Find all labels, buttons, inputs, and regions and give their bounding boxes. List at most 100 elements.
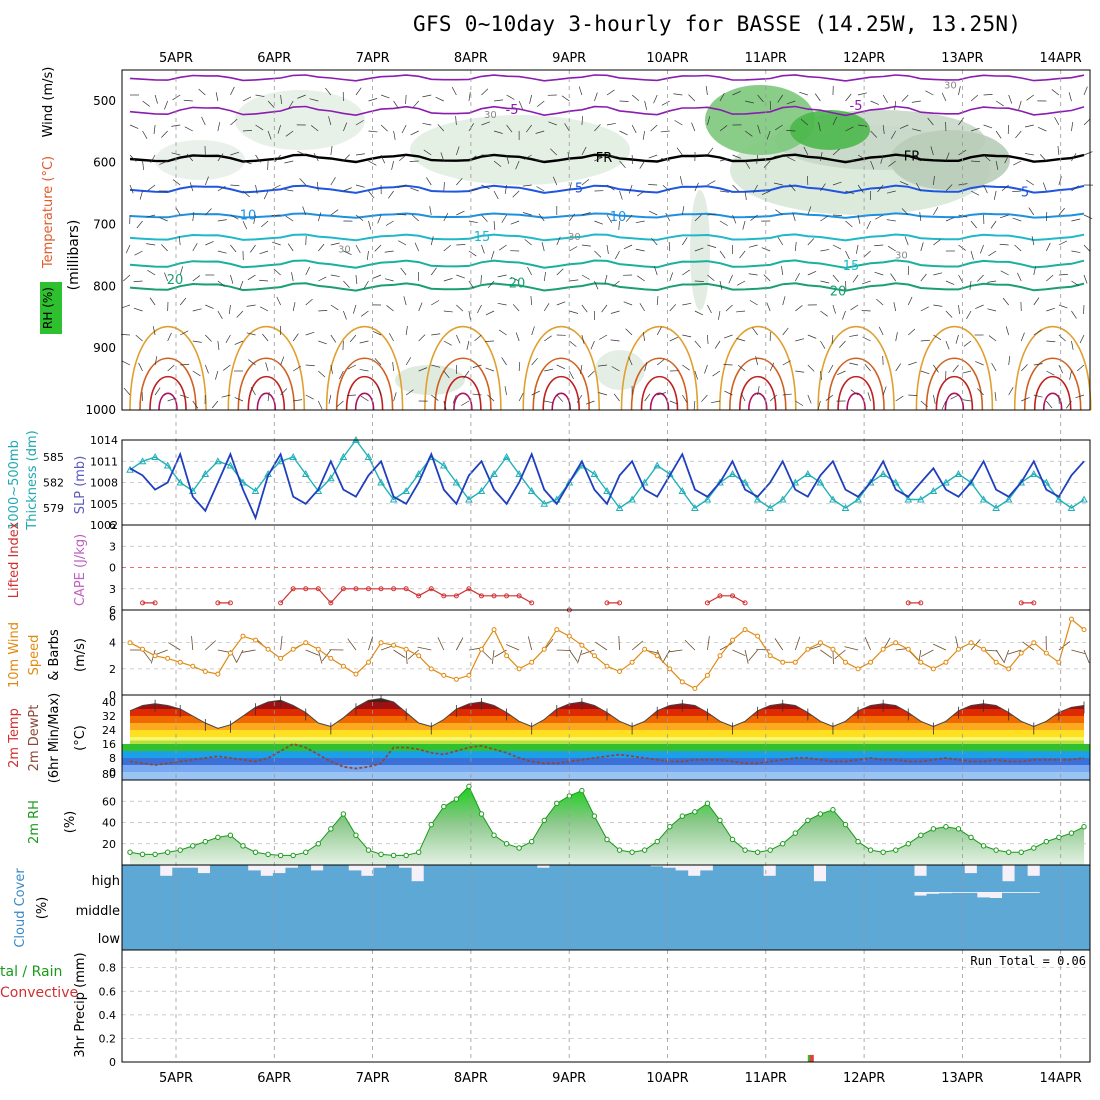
wind-barb	[807, 394, 812, 404]
wind-barb	[876, 298, 884, 306]
wind-barb	[480, 274, 482, 285]
wind-barb	[234, 340, 244, 345]
rh-point	[1031, 845, 1037, 851]
rh-point	[918, 832, 924, 838]
wind-speed-point	[340, 663, 346, 669]
wind-barb	[142, 160, 144, 170]
cloud-high-bar	[788, 865, 802, 892]
wind-barb	[737, 364, 746, 372]
isotherm-line	[129, 259, 1085, 269]
wind-tick-label: 2	[109, 663, 116, 676]
wind-speed-point	[767, 653, 773, 659]
temperature-dome	[335, 357, 394, 411]
wind-barb	[820, 215, 829, 222]
pressure-tick-label: 900	[93, 341, 116, 355]
wind-barb	[255, 94, 265, 97]
rh-point	[1056, 834, 1062, 841]
wind-barb	[682, 302, 692, 306]
cloud-middle-bar	[775, 892, 789, 922]
thickness-point	[226, 461, 235, 469]
rh-shading	[595, 350, 645, 390]
wind-speed-point	[554, 627, 560, 633]
wind-barb	[401, 124, 407, 134]
wind-barb	[259, 306, 269, 312]
rh-point	[252, 849, 259, 855]
wind-barb	[267, 100, 275, 108]
wind-barb	[707, 636, 710, 651]
cloud-high-bar	[1014, 865, 1028, 892]
cloud-middle-bar	[172, 892, 186, 922]
wind-barb	[412, 100, 419, 109]
cloud-middle-bar	[1014, 892, 1028, 922]
wind-barb	[875, 214, 884, 220]
wind-barb	[955, 334, 959, 344]
wind-barb	[1083, 151, 1093, 156]
wind-barb	[969, 280, 972, 290]
cloud-high-bar	[448, 865, 462, 892]
temperature-dome	[640, 375, 679, 411]
thickness-point	[653, 461, 662, 469]
wind-barb	[1024, 153, 1034, 156]
cloud-high-bar	[650, 866, 664, 892]
wind-barb	[136, 220, 143, 229]
wind-barb	[933, 207, 939, 216]
rh-point	[127, 849, 133, 855]
wind-barb	[839, 340, 846, 348]
rh-point	[328, 826, 334, 832]
wind-barb	[763, 160, 771, 168]
wind-barb	[493, 160, 502, 167]
wind-tick-label: 0	[109, 689, 116, 702]
rh-point	[1005, 849, 1012, 855]
rh-point	[629, 849, 635, 855]
cloud-high-bar	[260, 875, 274, 892]
wind-barb	[192, 370, 201, 377]
li-label: Lifted Index	[7, 521, 22, 598]
wind-barb	[161, 130, 168, 138]
thickness-point	[326, 474, 335, 482]
thickness-point	[439, 461, 448, 469]
wind-barb	[352, 304, 357, 314]
wind-barb	[1046, 274, 1054, 282]
temperature-dome	[453, 392, 473, 411]
wind-barb	[606, 122, 616, 126]
wind-barb	[991, 363, 997, 372]
wind-barb	[650, 124, 658, 132]
cloud-unit-label: (%)	[35, 897, 50, 920]
cloud-high-bar	[323, 865, 337, 892]
wind-barb	[719, 158, 729, 162]
wind-barb	[180, 394, 189, 399]
precip-tick-label: 0.8	[99, 962, 117, 975]
wind-barb	[844, 646, 859, 651]
wind-barb	[302, 206, 307, 216]
cloud-high-bar	[386, 865, 400, 892]
wind-barb	[368, 160, 377, 166]
wind-barb	[524, 239, 532, 246]
wind-barb	[832, 214, 842, 216]
wind-speed-point	[880, 646, 886, 652]
wind-barb	[501, 357, 507, 366]
li-tick-label: 0	[109, 562, 116, 575]
wind-barb	[1083, 649, 1090, 664]
wind-barb	[786, 100, 796, 105]
thickness-point	[791, 478, 800, 486]
wind-barb	[807, 238, 815, 246]
wind-barb	[510, 220, 520, 225]
wind-barb	[481, 184, 490, 190]
wind-barb	[230, 118, 238, 126]
wind-barb	[564, 123, 570, 132]
cloud-middle-bar	[298, 892, 312, 922]
wind-barb	[330, 334, 337, 343]
wind-barb	[384, 250, 394, 253]
wind-barb	[192, 400, 199, 409]
rh-point	[491, 832, 497, 838]
wind-barb	[164, 272, 168, 282]
li-point	[742, 600, 748, 606]
thickness-tick-label: 579	[43, 502, 64, 515]
wind-barb	[980, 244, 984, 254]
wind-barb	[443, 244, 451, 252]
wind-speed-point	[755, 633, 761, 639]
wind-barb	[418, 367, 428, 372]
wind-barb	[544, 368, 554, 372]
wind-barb	[1071, 340, 1074, 350]
wind-barb	[134, 250, 143, 256]
